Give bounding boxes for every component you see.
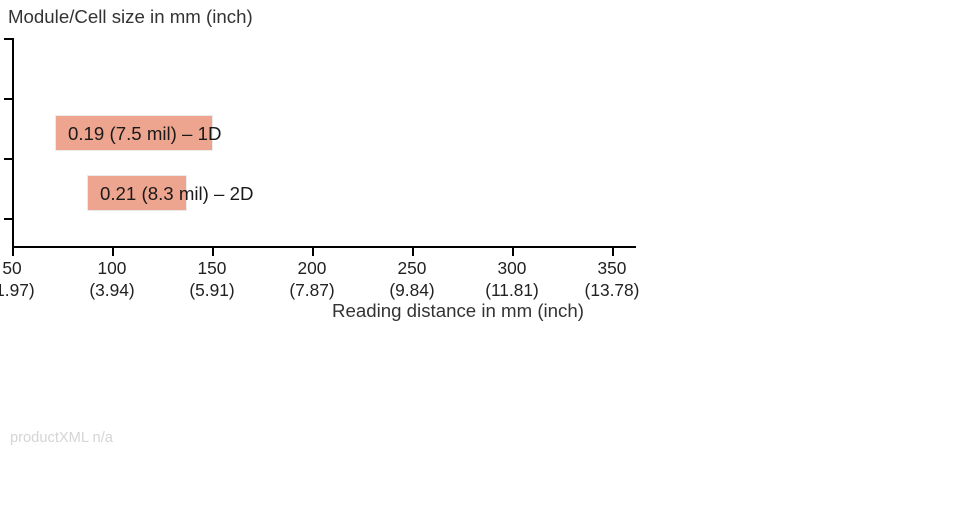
- y-tick: [4, 38, 14, 40]
- plot-area: 0.19 (7.5 mil) – 1D 0.21 (8.3 mil) – 2D: [12, 38, 732, 248]
- x-tick-label: 100(3.94): [77, 258, 147, 301]
- x-tick-label-mm: 300: [477, 258, 547, 280]
- range-bar-label: 0.21 (8.3 mil) – 2D: [100, 183, 253, 205]
- x-tick-label-mm: 150: [177, 258, 247, 280]
- x-tick-label-inch: (13.78): [577, 280, 647, 302]
- y-axis: [12, 38, 14, 248]
- x-tick-label-mm: 350: [577, 258, 647, 280]
- x-axis: [12, 246, 636, 248]
- y-tick: [4, 98, 14, 100]
- reading-distance-chart: Module/Cell size in mm (inch) 0.19 (7.5 …: [0, 0, 760, 360]
- x-tick-label-inch: (3.94): [77, 280, 147, 302]
- x-tick: [212, 246, 214, 256]
- x-tick-label: 50(1.97): [0, 258, 47, 301]
- x-tick-label: 250(9.84): [377, 258, 447, 301]
- x-tick-label-inch: (7.87): [277, 280, 347, 302]
- y-tick: [4, 158, 14, 160]
- x-tick-label: 350(13.78): [577, 258, 647, 301]
- x-tick-label: 200(7.87): [277, 258, 347, 301]
- x-tick-label-mm: 250: [377, 258, 447, 280]
- x-tick-label-mm: 200: [277, 258, 347, 280]
- x-tick: [312, 246, 314, 256]
- x-tick-label-inch: (9.84): [377, 280, 447, 302]
- range-bar-label: 0.19 (7.5 mil) – 1D: [68, 123, 221, 145]
- x-tick: [112, 246, 114, 256]
- x-tick-label-mm: 50: [0, 258, 47, 280]
- x-tick-label: 300(11.81): [477, 258, 547, 301]
- x-tick-label-inch: (11.81): [477, 280, 547, 302]
- x-tick-label-inch: (1.97): [0, 280, 47, 302]
- y-tick: [4, 218, 14, 220]
- footer-note: productXML n/a: [10, 430, 113, 446]
- x-axis-title: Reading distance in mm (inch): [332, 300, 584, 322]
- y-axis-title: Module/Cell size in mm (inch): [8, 6, 253, 28]
- x-tick-label: 150(5.91): [177, 258, 247, 301]
- x-tick: [12, 246, 14, 256]
- x-tick: [512, 246, 514, 256]
- x-tick: [412, 246, 414, 256]
- x-tick-label-inch: (5.91): [177, 280, 247, 302]
- x-tick: [612, 246, 614, 256]
- x-tick-label-mm: 100: [77, 258, 147, 280]
